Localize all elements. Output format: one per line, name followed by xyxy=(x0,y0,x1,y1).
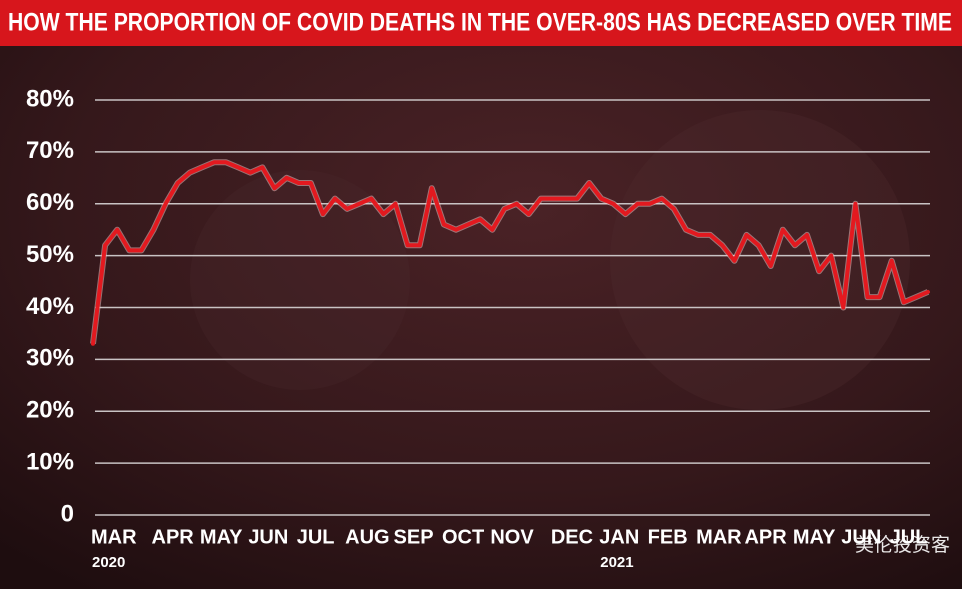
x-tick-label: JUL xyxy=(890,526,928,548)
x-tick-label: JUN xyxy=(841,526,881,548)
x-tick-label: SEP xyxy=(394,526,434,548)
x-tick-label: JAN xyxy=(599,526,639,548)
y-tick-label: 80% xyxy=(26,85,74,112)
y-tick-label: 60% xyxy=(26,189,74,216)
data-line xyxy=(91,160,930,346)
x-tick-label: OCT xyxy=(442,526,484,548)
x-tick-label: MAR xyxy=(91,526,137,548)
y-tick-label: 40% xyxy=(26,293,74,320)
x-tick-label: DEC xyxy=(551,526,593,548)
x-tick-label: MAY xyxy=(200,526,243,548)
y-tick-label: 20% xyxy=(26,397,74,424)
y-tick-label: 70% xyxy=(26,137,74,164)
x-year-label: 2020 xyxy=(92,554,125,571)
x-tick-label: MAY xyxy=(793,526,836,548)
virus-decoration xyxy=(610,110,910,410)
y-tick-label: 10% xyxy=(26,448,74,475)
chart-title: HOW THE PROPORTION OF COVID DEATHS IN TH… xyxy=(8,9,952,37)
virus-decoration xyxy=(190,170,410,390)
y-tick-label: 50% xyxy=(26,241,74,268)
x-year-label: 2021 xyxy=(600,554,633,571)
x-tick-label: FEB xyxy=(648,526,688,548)
x-tick-label: JUN xyxy=(248,526,288,548)
x-tick-label: JUL xyxy=(297,526,335,548)
x-tick-label: NOV xyxy=(490,526,534,548)
title-bar xyxy=(0,0,962,46)
y-tick-label: 0 xyxy=(61,500,74,527)
x-tick-label: MAR xyxy=(696,526,742,548)
x-tick-label: AUG xyxy=(345,526,389,548)
x-tick-label: APR xyxy=(744,526,787,548)
x-tick-label: APR xyxy=(152,526,195,548)
watermark: 美伦投资客 xyxy=(855,534,950,556)
y-tick-label: 30% xyxy=(26,345,74,372)
